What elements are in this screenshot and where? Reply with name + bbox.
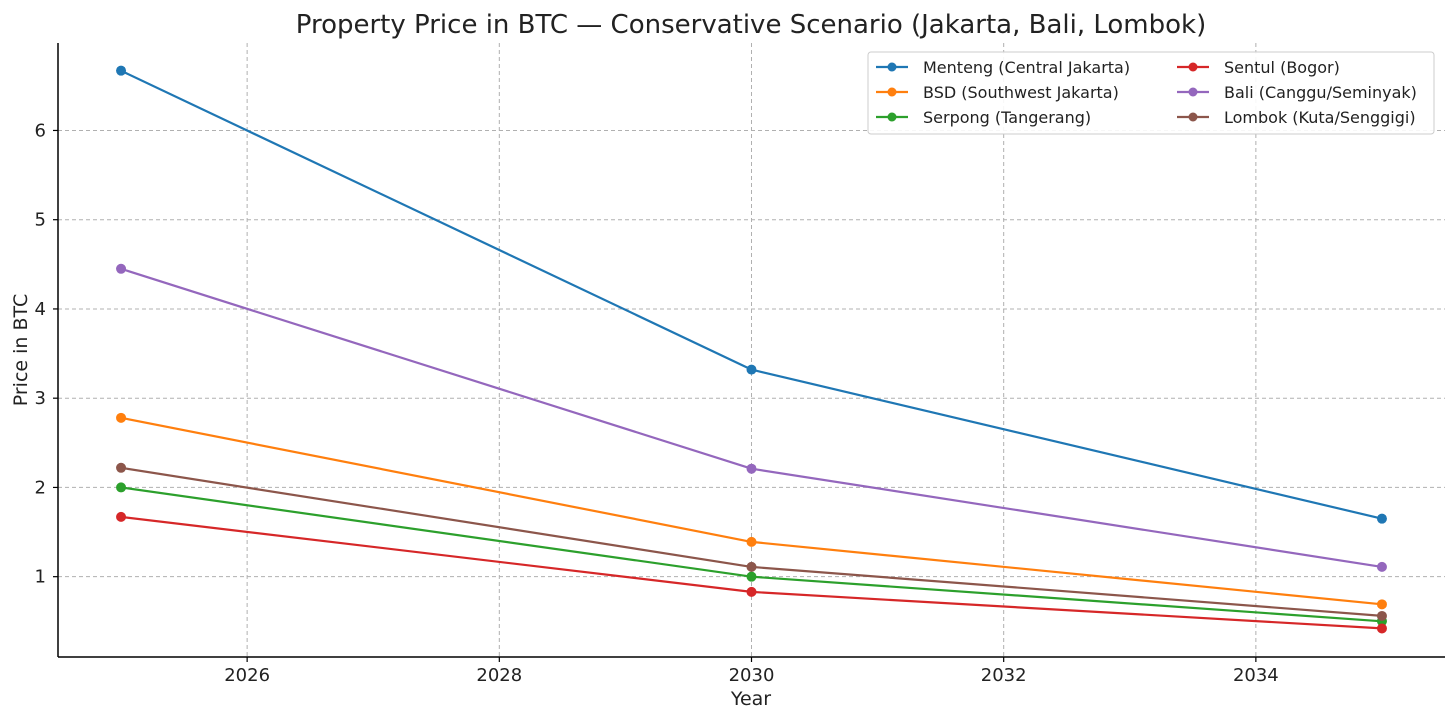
data-point [1376, 610, 1387, 621]
chart-title: Property Price in BTC — Conservative Sce… [296, 10, 1207, 40]
series-3 [116, 511, 1387, 634]
legend-swatch-marker [887, 62, 897, 72]
data-point [116, 412, 127, 423]
data-point [746, 463, 757, 474]
y-tick-label: 2 [35, 477, 46, 498]
x-tick-label: 2026 [224, 665, 270, 686]
data-point [116, 511, 127, 522]
legend-label: Serpong (Tangerang) [923, 108, 1091, 127]
data-point [116, 462, 127, 473]
legend-swatch-marker [1188, 62, 1198, 72]
series-1 [116, 412, 1387, 610]
axes: 2026 2028 2030 2032 2034 1 2 3 4 5 6 [35, 43, 1445, 686]
legend-item: Sentul (Bogor) [1177, 58, 1340, 77]
data-point [746, 561, 757, 572]
legend-swatch-marker [1188, 87, 1198, 97]
data-point [746, 586, 757, 597]
legend-swatch-marker [1188, 112, 1198, 122]
legend-item: Serpong (Tangerang) [876, 108, 1091, 127]
legend-box [867, 51, 1435, 135]
data-point [746, 536, 757, 547]
y-tick-label: 5 [35, 210, 46, 231]
legend-item: Bali (Canggu/Seminyak) [1177, 83, 1417, 102]
legend-label: Lombok (Kuta/Senggigi) [1224, 108, 1416, 127]
series-0 [116, 65, 1387, 524]
legend-item: Menteng (Central Jakarta) [876, 58, 1130, 77]
legend-item: BSD (Southwest Jakarta) [876, 83, 1119, 102]
legend-label: Bali (Canggu/Seminyak) [1224, 83, 1417, 102]
legend-swatch-marker [887, 87, 897, 97]
x-axis-label: Year [730, 688, 771, 710]
x-tick-label: 2032 [981, 665, 1027, 686]
data-point [1376, 599, 1387, 610]
y-tick-label: 4 [35, 299, 46, 320]
data-point [746, 364, 757, 375]
series-lines [116, 65, 1387, 634]
x-tick-label: 2030 [729, 665, 775, 686]
x-tick-label: 2028 [476, 665, 522, 686]
legend: Menteng (Central Jakarta) BSD (Southwest … [867, 51, 1435, 135]
legend-label: Menteng (Central Jakarta) [923, 58, 1130, 77]
y-tick-label: 3 [35, 388, 46, 409]
y-tick-label: 6 [35, 120, 46, 141]
data-point [1376, 513, 1387, 524]
y-axis-label: Price in BTC [10, 294, 32, 407]
data-point [1376, 561, 1387, 572]
x-tick-label: 2034 [1233, 665, 1279, 686]
legend-swatch-marker [887, 112, 897, 122]
series-5 [116, 462, 1387, 621]
legend-label: BSD (Southwest Jakarta) [923, 83, 1119, 102]
data-point [116, 482, 127, 493]
y-tick-label: 1 [35, 567, 46, 588]
data-point [746, 571, 757, 582]
data-point [1376, 623, 1387, 634]
series-2 [116, 482, 1387, 627]
series-4 [116, 263, 1387, 572]
data-point [116, 65, 127, 76]
legend-item: Lombok (Kuta/Senggigi) [1177, 108, 1416, 127]
data-point [116, 263, 127, 274]
legend-label: Sentul (Bogor) [1224, 58, 1340, 77]
